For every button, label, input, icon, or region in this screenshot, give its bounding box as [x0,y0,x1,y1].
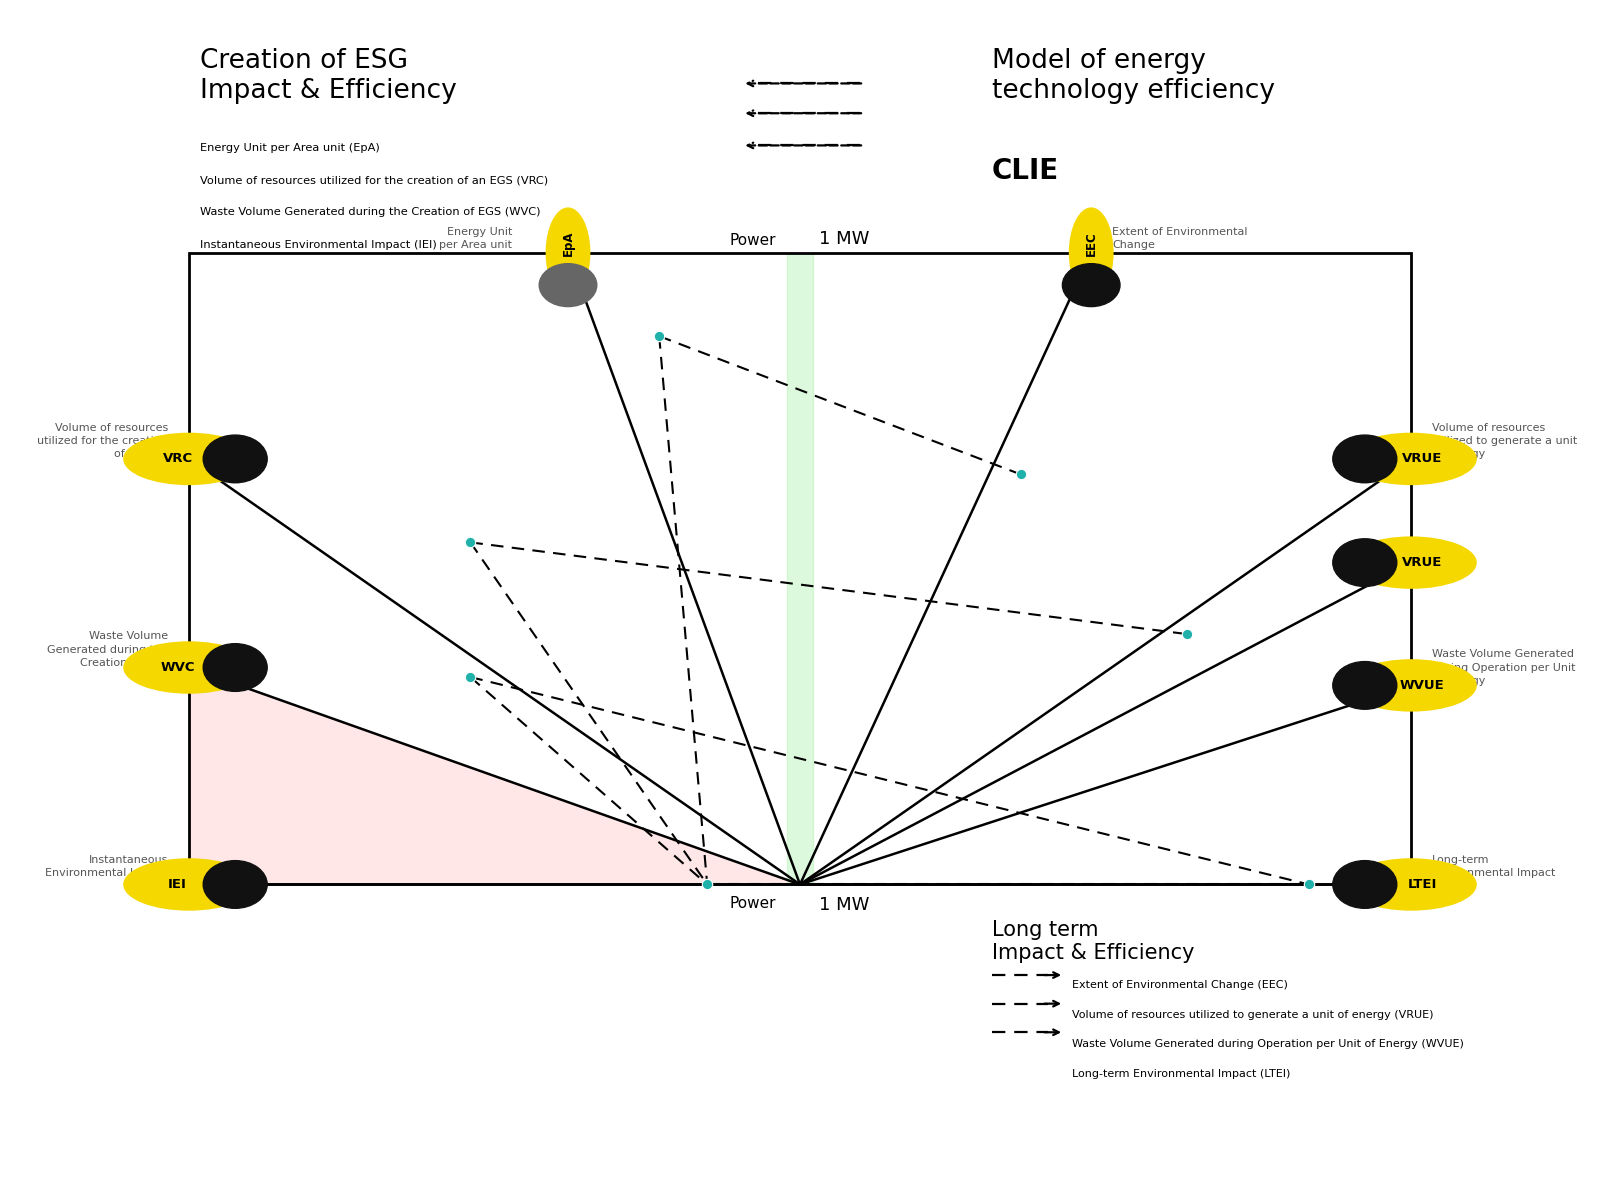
Ellipse shape [1346,536,1477,589]
Text: VRUE: VRUE [1402,453,1443,465]
Text: LTEI: LTEI [1408,879,1437,890]
Text: Energy Unit per Area unit (​EpA​): Energy Unit per Area unit (​EpA​) [200,143,379,153]
Text: VRUE: VRUE [1402,557,1443,569]
Ellipse shape [1069,207,1114,298]
Text: Instantaneous Environmental Impact (IEI): Instantaneous Environmental Impact (IEI) [200,240,437,249]
Text: Long-term
Environmental Impact: Long-term Environmental Impact [1432,855,1555,879]
Circle shape [1333,662,1397,709]
Circle shape [1062,263,1120,306]
Text: Volume of resources
utilized for the creation
of an EGS: Volume of resources utilized for the cre… [37,423,168,459]
Text: WVC: WVC [160,662,195,673]
Circle shape [203,861,267,908]
Text: Model of energy
technology efficiency: Model of energy technology efficiency [992,48,1275,104]
Circle shape [203,644,267,691]
Polygon shape [189,668,800,884]
Ellipse shape [1346,433,1477,485]
Text: CLIE: CLIE [992,157,1059,185]
Text: Creation of ESG
Impact & Efficiency: Creation of ESG Impact & Efficiency [200,48,456,104]
Text: Long-term Environmental Impact (LTEI): Long-term Environmental Impact (LTEI) [1072,1069,1290,1079]
Text: Extent of Environmental Change (EEC): Extent of Environmental Change (EEC) [1072,980,1288,989]
Text: Volume of resources utilized for the creation of an EGS (VRC): Volume of resources utilized for the cre… [200,175,549,185]
Text: WVUE: WVUE [1400,679,1445,691]
Text: EEC: EEC [1085,231,1098,255]
Text: Volume of resources
utilized to generate a unit
of energy: Volume of resources utilized to generate… [1432,423,1578,459]
Text: Long term
Impact & Efficiency: Long term Impact & Efficiency [992,920,1195,963]
Ellipse shape [1346,858,1477,911]
Ellipse shape [1346,659,1477,712]
Text: VRC: VRC [163,453,192,465]
Ellipse shape [123,641,254,694]
Text: EpA: EpA [562,230,574,256]
Text: Power: Power [730,896,776,912]
Text: Energy Unit
per Area unit: Energy Unit per Area unit [438,226,512,250]
Text: Extent of Environmental
Change: Extent of Environmental Change [1112,226,1248,250]
Text: Waste Volume
Generated during the
Creation of EGS: Waste Volume Generated during the Creati… [46,632,168,668]
Text: Waste Volume Generated
during Operation per Unit
of Energy: Waste Volume Generated during Operation … [1432,650,1576,685]
Text: 1 MW: 1 MW [819,896,869,914]
Circle shape [203,435,267,483]
Text: Waste Volume Generated during the Creation of EGS (WVC): Waste Volume Generated during the Creati… [200,207,541,217]
Bar [189,253,1411,884]
Ellipse shape [123,858,254,911]
Text: Power: Power [730,232,776,248]
Circle shape [1333,861,1397,908]
Ellipse shape [546,207,590,298]
Text: Waste Volume Generated during Operation per Unit of Energy (WVUE): Waste Volume Generated during Operation … [1072,1039,1464,1049]
Text: Instantaneous
Environmental Impact: Instantaneous Environmental Impact [45,855,168,879]
Text: 1 MW: 1 MW [819,230,869,248]
Text: Volume of resources utilized to generate a unit of energy (VRUE): Volume of resources utilized to generate… [1072,1010,1434,1019]
Circle shape [539,263,597,306]
Text: IEI: IEI [168,879,187,890]
Ellipse shape [123,433,254,485]
Circle shape [1333,539,1397,586]
Circle shape [1333,435,1397,483]
